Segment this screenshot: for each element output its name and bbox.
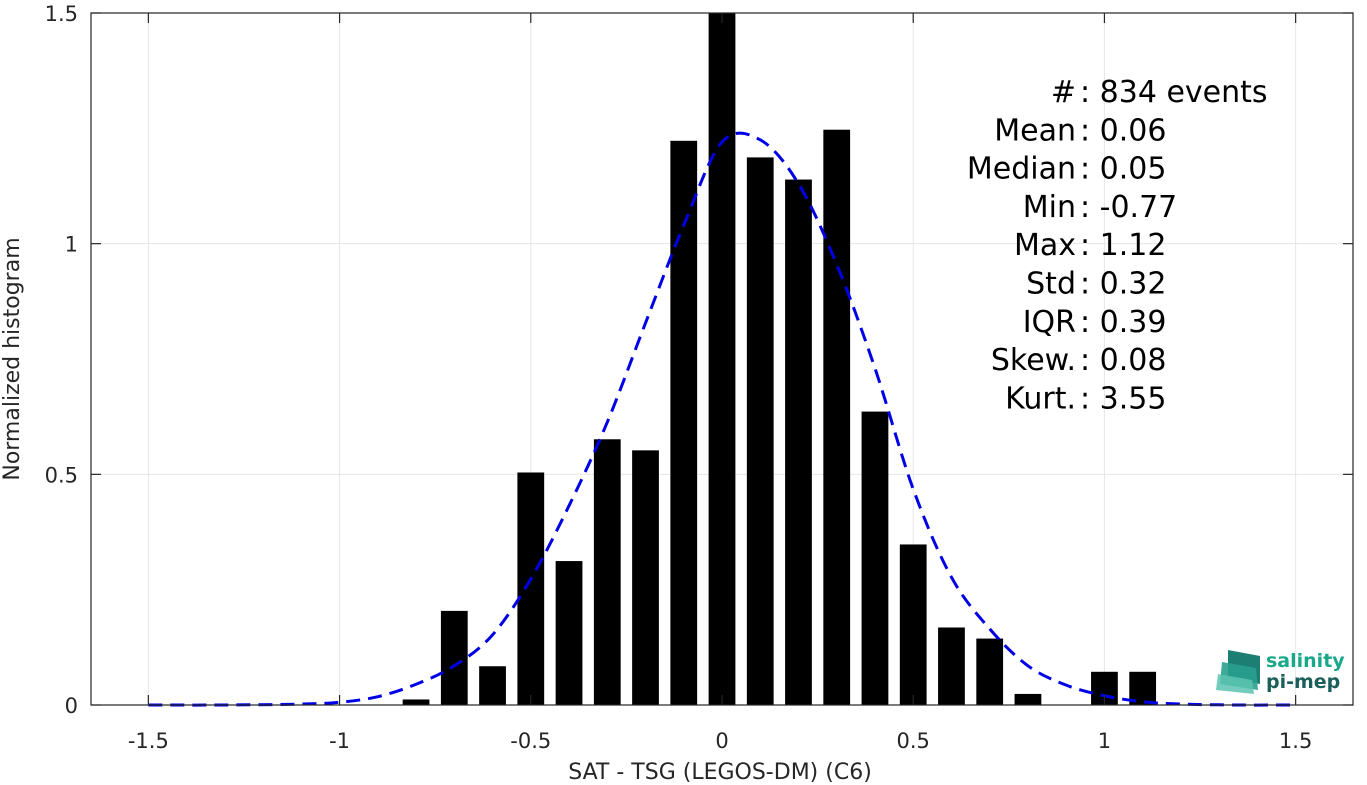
histogram-bar bbox=[440, 610, 468, 705]
stats-line: Min: -0.77 bbox=[1023, 190, 1178, 225]
logo-wave-icon bbox=[1216, 650, 1260, 694]
x-axis-label: SAT - TSG (LEGOS-DM) (C6) bbox=[568, 760, 872, 785]
histogram-bar bbox=[823, 129, 851, 705]
x-tick-label: 1.5 bbox=[1279, 729, 1312, 753]
x-tick-label: 0 bbox=[715, 729, 728, 753]
y-tick-label: 1 bbox=[65, 233, 78, 257]
axis-ticks: -1.5 -1 -0.5 0 0.5 1 1.5 0 0.5 1 1.5 bbox=[45, 2, 1353, 753]
histogram-bar bbox=[899, 544, 927, 705]
y-tick-label: 1.5 bbox=[45, 2, 78, 26]
stats-line: Kurt.: 3.55 bbox=[1005, 381, 1166, 416]
histogram-bar bbox=[670, 140, 698, 706]
histogram-bar bbox=[861, 411, 889, 705]
bars bbox=[402, 13, 1157, 706]
histogram-bar bbox=[746, 157, 774, 705]
logo-text-line2: pi-mep bbox=[1266, 671, 1340, 693]
x-tick-label: -1.5 bbox=[128, 729, 169, 753]
salinity-pi-mep-logo: salinity pi-mep bbox=[1216, 650, 1345, 694]
stats-line: Std: 0.32 bbox=[1026, 267, 1166, 302]
histogram-bar bbox=[976, 638, 1004, 705]
x-tick-label: 1 bbox=[1098, 729, 1111, 753]
histogram-bar bbox=[785, 179, 812, 706]
y-tick-label: 0 bbox=[65, 694, 78, 718]
histogram-bar bbox=[555, 561, 583, 705]
x-tick-label: -0.5 bbox=[510, 729, 551, 753]
stats-line: Skew.: 0.08 bbox=[991, 343, 1167, 378]
stats-line: Median: 0.05 bbox=[967, 152, 1167, 187]
histogram-bar bbox=[938, 627, 965, 705]
fit-curve bbox=[148, 131, 1296, 707]
histogram-bar bbox=[632, 450, 659, 705]
histogram-bar bbox=[1014, 693, 1042, 705]
y-axis-label: Normalized histogram bbox=[0, 237, 25, 480]
x-tick-label: 0.5 bbox=[897, 729, 930, 753]
stats-line: Mean: 0.06 bbox=[994, 113, 1166, 148]
histogram-bar bbox=[708, 13, 736, 705]
histogram-bar bbox=[593, 439, 621, 705]
histogram-bar bbox=[479, 666, 506, 705]
x-tick-label: -1 bbox=[329, 729, 350, 753]
logo-text-line1: salinity bbox=[1266, 650, 1345, 672]
histogram-bar bbox=[517, 472, 545, 705]
y-tick-label: 0.5 bbox=[45, 463, 78, 487]
stats-line: IQR: 0.39 bbox=[1023, 305, 1167, 340]
stats-line: #: 834 events bbox=[1051, 75, 1268, 110]
stats-line: Max: 1.12 bbox=[1014, 228, 1166, 263]
histogram-bar bbox=[402, 699, 430, 705]
